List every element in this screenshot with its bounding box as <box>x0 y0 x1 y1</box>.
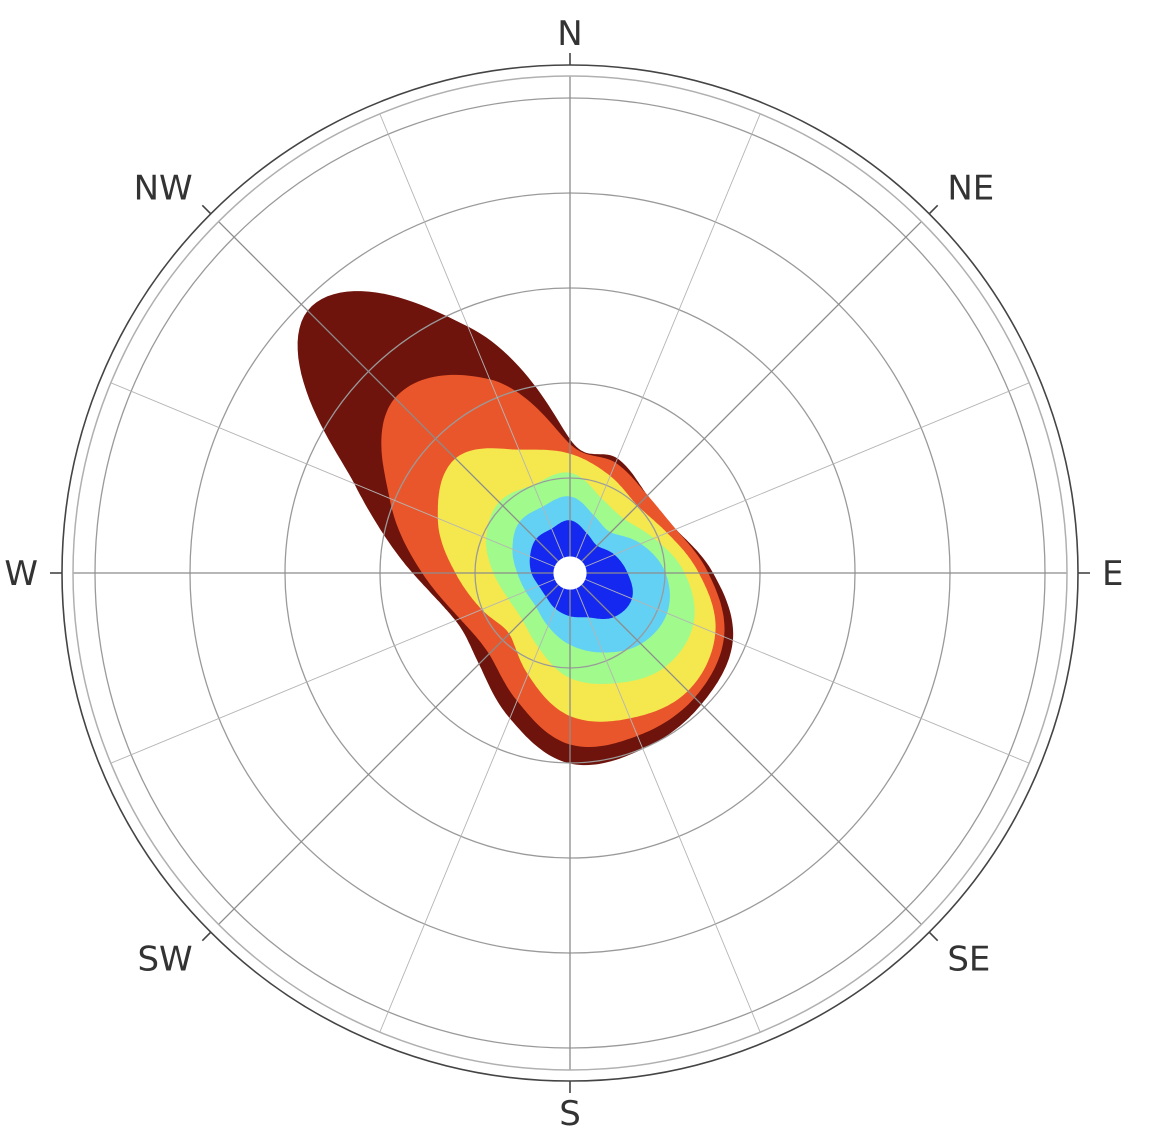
angular-gridline-14 <box>110 382 555 568</box>
tick-se <box>928 931 939 942</box>
compass-label-nw: NW <box>134 169 193 209</box>
polar-grid <box>73 76 1067 1070</box>
compass-label-se: SE <box>947 939 990 979</box>
angular-gridline-16 <box>379 113 565 558</box>
angular-gridline-3 <box>581 221 922 562</box>
angular-gridline-4 <box>585 382 1030 568</box>
compass-label-n: N <box>557 14 582 54</box>
tick-sw <box>201 931 212 942</box>
angular-gridline-15 <box>218 221 559 562</box>
compass-label-w: W <box>4 554 38 594</box>
center-hole <box>553 556 587 590</box>
compass-label-e: E <box>1102 554 1123 594</box>
tick-ne <box>928 204 939 215</box>
series-layer <box>297 291 734 766</box>
compass-label-s: S <box>559 1094 581 1134</box>
angular-gridline-11 <box>218 584 559 925</box>
angular-gridline-10 <box>379 588 565 1033</box>
compass-labels: N NE E SE S SW W NW <box>4 14 1123 1134</box>
angular-gridline-12 <box>110 578 555 764</box>
tick-nw <box>201 204 212 215</box>
angular-gridline-7 <box>581 584 922 925</box>
frame-inner-ring <box>72 75 1068 1071</box>
compass-label-ne: NE <box>947 169 994 209</box>
compass-label-sw: SW <box>137 939 192 979</box>
angular-gridline-2 <box>575 113 761 558</box>
angular-gridline-8 <box>575 588 761 1033</box>
angular-gridline-6 <box>585 578 1030 764</box>
